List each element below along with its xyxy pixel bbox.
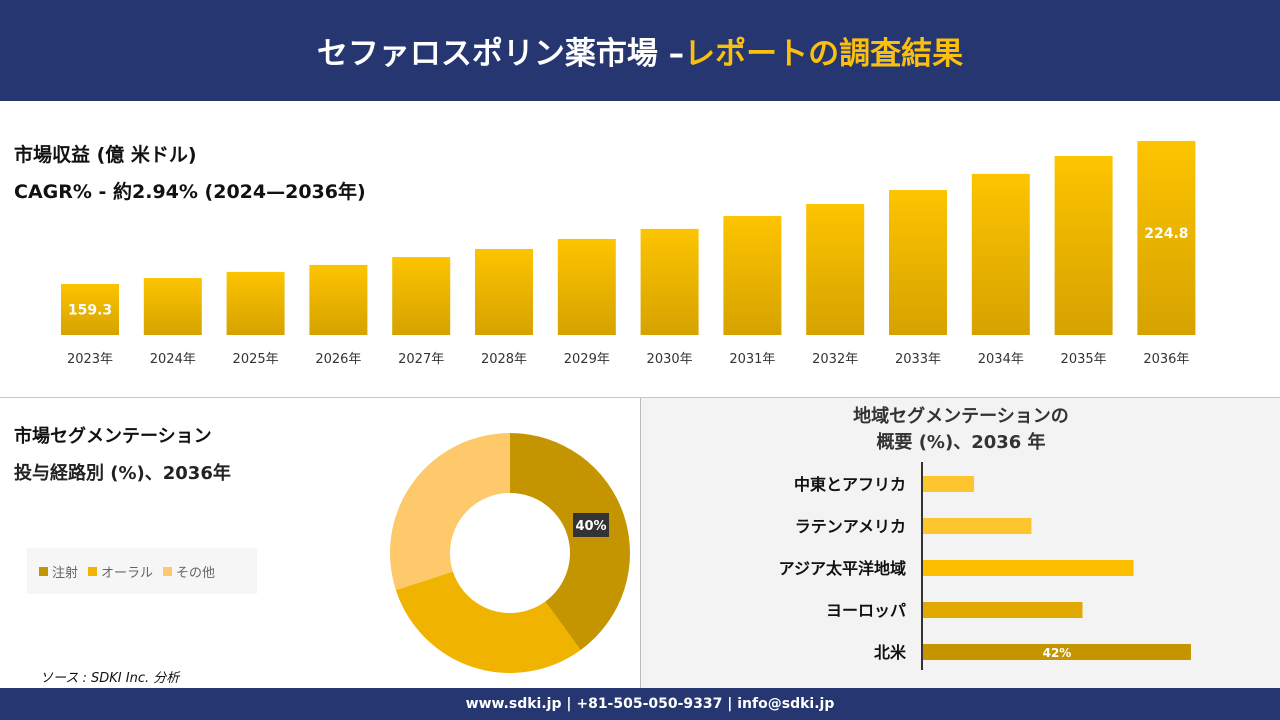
x-tick-label: 2033年: [895, 352, 941, 367]
legend-swatch: [39, 566, 48, 576]
revenue-bar: [1054, 155, 1113, 335]
donut-legend: 注射 オーラル その他: [27, 548, 257, 594]
route-donut-chart: 40%: [390, 433, 630, 673]
x-tick-label: 2031年: [729, 352, 775, 367]
data-label: 224.8: [1144, 226, 1188, 242]
x-tick-label: 2028年: [481, 352, 527, 367]
region-bar: [923, 602, 1083, 618]
data-label: 159.3: [68, 302, 112, 318]
revenue-bar: [557, 238, 616, 335]
x-tick-label: 2029年: [564, 352, 610, 367]
page-title: セファロスポリン薬市場 –: [316, 36, 685, 72]
revenue-bar: [61, 283, 119, 335]
segmentation-subtitle: 投与経路別 (%)、2036年: [14, 463, 231, 484]
y-tick-label: ヨーロッパ: [826, 601, 906, 620]
region-title-line1: 地域セグメンテーションの: [853, 406, 1069, 427]
x-tick-label: 2036年: [1143, 352, 1189, 367]
x-tick-label: 2023年: [67, 352, 113, 367]
legend-item: オーラル: [88, 562, 153, 581]
segmentation-title: 市場セグメンテーション: [14, 426, 212, 447]
x-tick-label: 2030年: [647, 352, 693, 367]
revenue-bar: [971, 173, 1030, 335]
revenue-bar-chart: 2023年 159.3 2024年 2025年 2026年 2027年 2028年 2029年…: [61, 140, 1196, 367]
revenue-title: 市場収益 (億 米ドル): [14, 144, 197, 166]
donut-slice: [395, 571, 581, 673]
header-banner: セファロスポリン薬市場 – レポートの調査結果: [0, 0, 1280, 101]
region-title-line2: 概要 (%)、2036 年: [876, 432, 1046, 453]
legend-swatch: [88, 566, 98, 576]
legend-label: 注射: [52, 565, 79, 581]
y-tick-label: ラテンアメリカ: [795, 517, 906, 536]
legend-label: オーラル: [101, 565, 154, 581]
source-note: ソース : SDKI Inc. 分析: [40, 671, 180, 686]
region-bar: [923, 560, 1134, 576]
revenue-bar: [475, 248, 533, 335]
revenue-bar: [889, 190, 947, 335]
x-tick-label: 2034年: [978, 352, 1024, 367]
revenue-bar: [143, 278, 202, 335]
revenue-bar: [392, 257, 451, 335]
donut-slice: [510, 433, 630, 651]
region-bar: [923, 518, 1032, 534]
y-tick-label: 北米: [874, 643, 907, 662]
x-tick-label: 2032年: [812, 352, 858, 367]
region-bar: [923, 476, 975, 492]
x-tick-label: 2035年: [1061, 352, 1107, 367]
revenue-bar: [806, 204, 865, 335]
cagr-text: CAGR% - 約2.94% (2024—2036年): [14, 181, 366, 203]
legend-item: その他: [163, 562, 215, 581]
page-title-accent: レポートの調査結果: [684, 36, 964, 72]
revenue-bar: [309, 264, 368, 335]
data-label: 40%: [575, 519, 606, 534]
region-panel: 地域セグメンテーションの 概要 (%)、2036 年 中東とアフリカ ラテンアメリ…: [640, 398, 1280, 688]
x-tick-label: 2024年: [150, 352, 196, 367]
footer-contact: www.sdki.jp | +81-505-050-9337 | info@sd…: [0, 688, 1280, 720]
region-bar: [923, 644, 1191, 660]
revenue-bar: [723, 216, 782, 335]
y-tick-label: 中東とアフリカ: [794, 475, 906, 494]
y-tick-label: アジア太平洋地域: [779, 559, 906, 578]
revenue-bar: [1137, 140, 1196, 335]
data-label-box: [573, 513, 609, 537]
revenue-bar: [226, 271, 285, 335]
legend-item: 注射: [39, 562, 78, 581]
section-divider: [0, 397, 1280, 398]
data-label: 42%: [1043, 646, 1072, 660]
legend-swatch: [163, 566, 173, 576]
x-tick-label: 2025年: [233, 352, 279, 367]
x-tick-label: 2026年: [315, 352, 361, 367]
legend-label: その他: [176, 565, 216, 581]
donut-slice: [390, 433, 510, 591]
revenue-bar: [640, 228, 699, 335]
x-tick-label: 2027年: [398, 352, 444, 367]
